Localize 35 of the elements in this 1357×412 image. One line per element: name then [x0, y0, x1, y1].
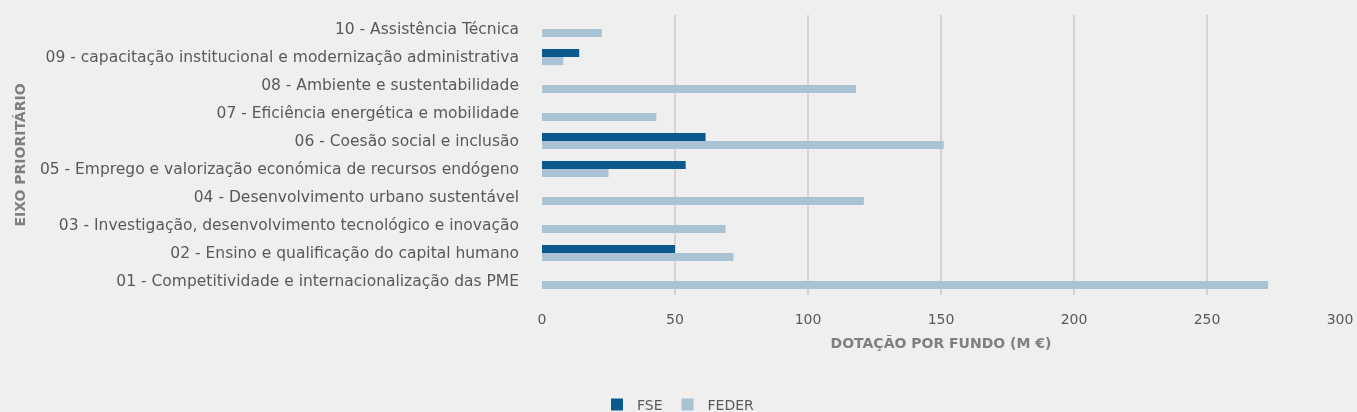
y-tick-label: 09 - capacitação institucional e modernização administrativa [45, 48, 519, 67]
bar [542, 197, 864, 206]
y-axis-title: EIXO PRIORITÁRIO [12, 83, 29, 227]
y-tick-label: 08 - Ambiente e sustentabilidade [261, 76, 519, 95]
y-tick-label: 06 - Coesão social e inclusão [294, 132, 519, 151]
x-tick-label: 300 [1326, 311, 1354, 327]
bar [542, 244, 675, 253]
bar [542, 253, 734, 262]
x-tick-label: 250 [1193, 311, 1221, 327]
x-tick-label: 50 [666, 311, 684, 327]
x-tick-label: 200 [1060, 311, 1088, 327]
x-tick-label: 0 [537, 311, 547, 327]
x-tick-label: 100 [794, 311, 822, 327]
bar [542, 48, 580, 57]
y-tick-label: 03 - Investigação, desenvolvimento tecnológico e inovação [58, 216, 519, 235]
y-tick-label: 10 - Assistência Técnica [334, 20, 519, 39]
bar [542, 132, 706, 141]
bar [542, 113, 657, 122]
x-axis-title: DOTAÇÃO POR FUNDO (M €) [830, 335, 1052, 352]
bar [542, 281, 1269, 290]
y-tick-label: 01 - Competitividade e internacionalização das PME [116, 272, 519, 291]
bar [542, 141, 944, 150]
y-tick-label: 04 - Desenvolvimento urbano sustentável [193, 188, 519, 207]
y-tick-label: 02 - Ensino e qualificação do capital humano [170, 244, 519, 263]
bar [542, 57, 564, 66]
x-tick-label: 150 [927, 311, 955, 327]
y-tick-label: 05 - Emprego e valorização económica de recursos endógeno [39, 160, 519, 179]
bar [542, 225, 726, 234]
bar [542, 169, 609, 178]
legend-label: FSE [637, 396, 663, 412]
bar [542, 160, 686, 169]
bar [542, 85, 856, 94]
bar [542, 29, 602, 38]
y-tick-label: 07 - Eficiência energética e mobilidade [216, 104, 519, 123]
legend-label: FEDER [707, 396, 755, 412]
